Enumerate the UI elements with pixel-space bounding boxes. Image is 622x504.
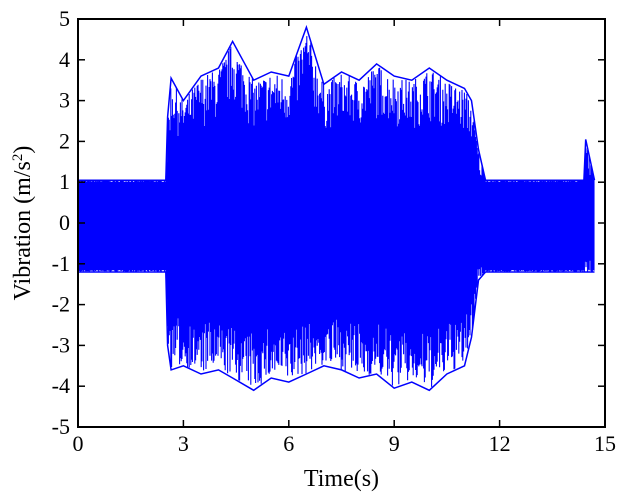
y-tick-label: 1	[59, 169, 70, 194]
y-tick-label: 5	[59, 6, 70, 31]
y-axis-title: Vibration (m/s2)	[10, 146, 36, 301]
y-axis-title-close: )	[10, 146, 36, 154]
y-axis-title-superscript: 2	[10, 154, 26, 162]
x-tick-label: 15	[594, 431, 616, 456]
y-tick-label: 4	[59, 47, 70, 72]
vibration-upper-envelope	[78, 24, 596, 181]
x-tick-label: 0	[73, 431, 84, 456]
x-axis-title: Time(s)	[304, 466, 379, 492]
y-tick-label: 3	[59, 88, 70, 113]
vibration-lower-envelope	[78, 271, 595, 392]
y-tick-label: -2	[52, 292, 70, 317]
x-tick-label: 6	[283, 431, 294, 456]
signal-layer	[77, 24, 596, 392]
x-tick-label: 9	[389, 431, 400, 456]
y-tick-label: 2	[59, 128, 70, 153]
vibration-series	[77, 36, 595, 387]
y-tick-label: 0	[59, 210, 70, 235]
y-axis-title-main: Vibration (m/s	[10, 161, 36, 300]
y-tick-label: -3	[52, 332, 70, 357]
x-tick-label: 12	[489, 431, 511, 456]
y-tick-label: -4	[52, 373, 70, 398]
x-tick-label: 3	[178, 431, 189, 456]
y-tick-label: -1	[52, 251, 70, 276]
y-tick-label: -5	[52, 414, 70, 439]
